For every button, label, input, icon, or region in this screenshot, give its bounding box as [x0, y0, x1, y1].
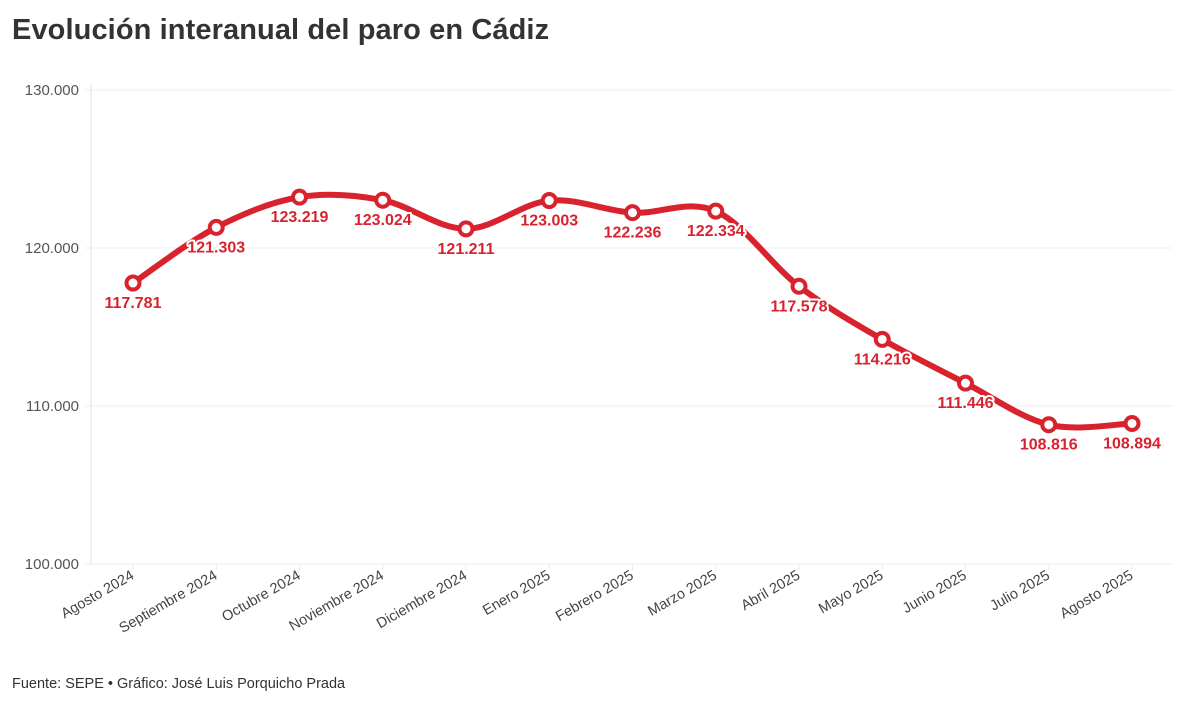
y-tick-label: 100.000 [25, 556, 79, 573]
data-point-marker [957, 374, 974, 392]
data-label: 122.236 [604, 225, 662, 242]
data-point-marker [291, 188, 308, 206]
data-point-marker [624, 204, 641, 222]
x-tick-label: Noviembre 2024 [287, 568, 387, 635]
x-tick-label: Agosto 2025 [1057, 568, 1136, 623]
data-label: 122.334 [687, 223, 745, 240]
data-label: 108.816 [1020, 437, 1078, 454]
source-credit: Fuente: SEPE • Gráfico: José Luis Porqui… [12, 676, 346, 692]
data-point-marker [124, 274, 142, 292]
y-tick-label: 110.000 [26, 398, 79, 415]
x-tick-label: Enero 2025 [480, 568, 553, 619]
data-label: 121.211 [438, 241, 495, 258]
data-point-marker [790, 277, 808, 295]
markers [124, 188, 1141, 434]
data-label: 123.003 [520, 213, 578, 230]
x-tick-label: Agosto 2024 [58, 568, 137, 623]
data-point-marker [1040, 416, 1058, 434]
chart-title: Evolución interanual del paro en Cádiz [12, 14, 550, 46]
data-point-marker [457, 220, 475, 238]
data-labels: 117.781 121.303 123.219 123.024 121.211 123.0… [103, 207, 1163, 456]
data-point-marker [207, 218, 225, 236]
x-tick-label: Marzo 2025 [645, 568, 719, 620]
data-label: 117.578 [771, 298, 828, 315]
data-point-marker [374, 191, 392, 209]
data-point-marker [540, 192, 558, 210]
y-tick-label: 130.000 [25, 82, 79, 99]
x-tick-label: Octubre 2024 [219, 568, 303, 626]
data-label: 111.446 [937, 395, 993, 412]
data-label: 114.216 [854, 351, 911, 368]
data-point-marker [1123, 414, 1141, 432]
data-label: 108.894 [1103, 435, 1161, 452]
x-tick-label: Febrero 2025 [553, 568, 636, 625]
data-point-marker [873, 330, 891, 348]
data-label: 121.303 [187, 239, 245, 256]
gridlines [85, 89, 1172, 565]
x-tick-label: Diciembre 2024 [374, 568, 470, 633]
y-tick-label: 120.000 [25, 240, 79, 257]
data-point-marker [707, 202, 725, 220]
data-label: 123.024 [354, 212, 412, 229]
data-label: 123.219 [271, 209, 329, 226]
x-tick-label: Mayo 2025 [816, 568, 886, 618]
data-label: 117.781 [105, 295, 162, 312]
y-axis: 100.000 110.000 120.000 130.000 [25, 82, 92, 573]
x-tick-label: Abril 2025 [738, 568, 803, 615]
x-tick-label: Junio 2025 [900, 568, 969, 617]
x-tick-label: Julio 2025 [987, 568, 1052, 615]
